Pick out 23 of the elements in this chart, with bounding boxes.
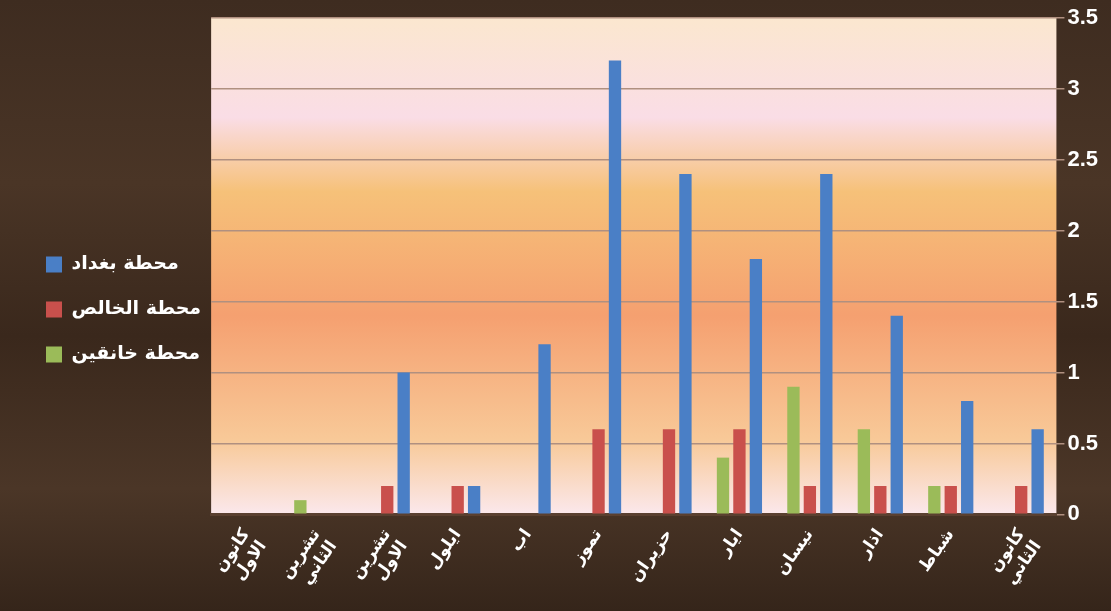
x-tick-label: اب xyxy=(505,524,536,555)
x-tick-label: نيسان xyxy=(770,524,817,579)
y-tick-label: 1.5 xyxy=(1067,287,1099,313)
x-tick-label: حزيران xyxy=(625,524,677,586)
x-tick-label: تشرين الثاني xyxy=(275,524,342,589)
y-tick-label: 3.5 xyxy=(1067,4,1099,30)
y-tick-label: 0.5 xyxy=(1067,429,1099,455)
y-tick-label: 2.5 xyxy=(1067,145,1099,171)
x-tick-label: تشرين الاول xyxy=(345,524,412,585)
legend-label: محطة خانقين xyxy=(71,341,201,365)
legend-label: محطة بغداد xyxy=(71,251,179,274)
y-tick-label: 1 xyxy=(1067,358,1080,384)
x-tick-label: تموز xyxy=(566,524,607,569)
y-tick-label: 0 xyxy=(1067,500,1080,526)
legend-label: محطة الخالص xyxy=(71,296,202,320)
x-tick-label: كانون الثاني xyxy=(984,524,1046,589)
x-tick-label: ايلول xyxy=(422,524,466,574)
x-tick-label: اذار xyxy=(852,524,888,562)
y-tick-label: 3 xyxy=(1067,74,1080,100)
x-tick-label: شباط xyxy=(913,524,958,576)
y-tick-label: 2 xyxy=(1067,216,1080,242)
x-tick-label: كانون الاول xyxy=(209,524,271,585)
x-tick-label: ايار xyxy=(713,524,747,561)
